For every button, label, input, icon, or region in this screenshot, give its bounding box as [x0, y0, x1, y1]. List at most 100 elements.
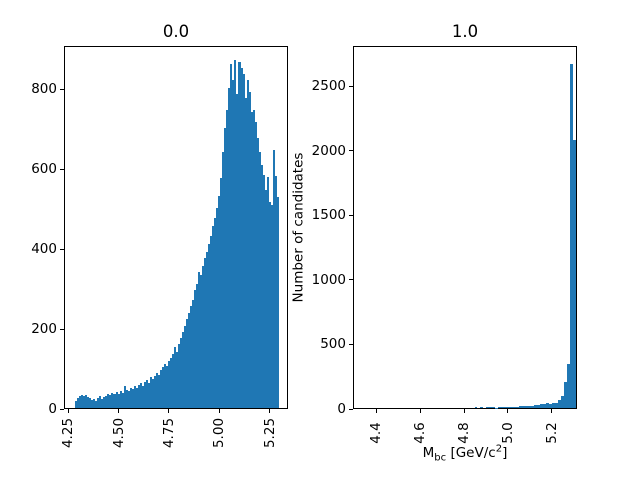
x-tick-label: 5.25 [261, 417, 278, 449]
histogram-bar [186, 319, 189, 408]
y-tick-mark [349, 408, 353, 410]
histogram-bar [105, 396, 108, 408]
histogram-bar [540, 404, 544, 408]
histogram-bar [123, 386, 126, 408]
histogram-bar [210, 236, 213, 408]
histogram-bar [173, 346, 176, 408]
histogram-bar [204, 258, 207, 408]
histogram-bar [198, 272, 201, 408]
histogram-bar [262, 175, 265, 408]
x-axis-label-unit-pre: [GeV/c [446, 445, 496, 461]
x-tick-label: 4.50 [110, 417, 127, 449]
histogram-bar [519, 406, 523, 408]
histogram-bar [111, 392, 114, 408]
histogram-bar [151, 379, 154, 408]
histogram-bar [486, 407, 490, 408]
y-tick-mark [60, 88, 64, 90]
histogram-bar [141, 386, 144, 408]
histogram-bar [145, 380, 148, 408]
histogram-bar [91, 400, 94, 408]
histogram-bar [208, 244, 211, 408]
histogram-bar [214, 218, 217, 408]
histogram-bar [246, 80, 249, 408]
histogram-bar [492, 407, 496, 408]
x-tick-label: 4.6 [412, 422, 429, 444]
y-tick-label: 2000 [311, 142, 346, 159]
histogram-bar [543, 403, 547, 408]
histogram-bar [474, 406, 478, 408]
histogram-bar [83, 396, 86, 408]
x-tick-mark [375, 409, 377, 413]
x-tick-label: 5.0 [499, 422, 516, 444]
histogram-bar [561, 396, 565, 408]
y-tick-label: 400 [31, 241, 57, 257]
histogram-bar [226, 110, 229, 408]
histogram-bar [513, 406, 517, 408]
histogram-bar [272, 150, 275, 408]
x-tick-mark [551, 409, 553, 413]
histogram-bar [117, 393, 120, 408]
x-tick-mark [269, 409, 271, 413]
histogram-bar [260, 164, 263, 408]
histogram-bar [129, 388, 132, 408]
subplot-1-title: 1.0 [451, 22, 479, 41]
histogram-bar [95, 400, 98, 408]
histogram-bar [522, 406, 526, 408]
histogram-bar [133, 386, 136, 408]
histogram-bar [81, 394, 84, 408]
y-tick-mark [349, 279, 353, 281]
histogram-bar [103, 396, 106, 408]
x-tick-label: 5.00 [211, 417, 228, 449]
histogram-bar [238, 62, 241, 408]
x-tick-label: 5.2 [543, 422, 560, 444]
histogram-bar [564, 381, 568, 408]
histogram-bar [250, 111, 253, 408]
y-tick-label: 1000 [311, 271, 346, 288]
histogram-bar [184, 326, 187, 408]
histogram-bar [537, 404, 541, 408]
histogram-bar [143, 382, 146, 408]
histogram-bar [274, 176, 277, 408]
histogram-bar [167, 360, 170, 408]
subplot-0-title: 0.0 [162, 22, 190, 41]
histogram-bar [270, 204, 273, 408]
histogram-bar [480, 407, 484, 408]
histogram-bar [194, 290, 197, 408]
histogram-bar [89, 398, 92, 408]
histogram-bar [234, 60, 237, 408]
subplot-0-axes [64, 46, 288, 409]
histogram-bar [567, 363, 571, 408]
x-tick-mark [168, 409, 170, 413]
histogram-bar [555, 402, 559, 408]
y-tick-mark [349, 214, 353, 216]
y-tick-mark [349, 85, 353, 87]
x-tick-mark [419, 409, 421, 413]
x-tick-label: 4.4 [368, 422, 385, 444]
y-tick-label: 2500 [311, 78, 346, 95]
histogram-bar [85, 395, 88, 408]
y-tick-mark [60, 408, 64, 410]
x-tick-mark [463, 409, 465, 413]
histogram-bar [510, 406, 514, 408]
x-axis-label-sub: bc [434, 452, 447, 464]
histogram-bar [87, 396, 90, 408]
histogram-bar [534, 405, 538, 408]
histogram-bar [504, 407, 508, 408]
histogram-bar [258, 152, 261, 408]
x-tick-label: 4.75 [160, 417, 177, 449]
x-tick-mark [218, 409, 220, 413]
histogram-bar [546, 403, 550, 408]
y-tick-mark [60, 168, 64, 170]
histogram-bar [230, 64, 233, 408]
histogram-bar [222, 152, 225, 408]
histogram-bar [93, 399, 96, 408]
histogram-bar [119, 391, 122, 408]
histogram-bar [77, 398, 80, 408]
x-tick-mark [118, 409, 120, 413]
histogram-bar [153, 376, 156, 408]
histogram-bar [196, 284, 199, 408]
y-tick-mark [60, 328, 64, 330]
histogram-bar [137, 384, 140, 408]
histogram-bar [202, 266, 205, 408]
histogram-bar [507, 406, 511, 408]
